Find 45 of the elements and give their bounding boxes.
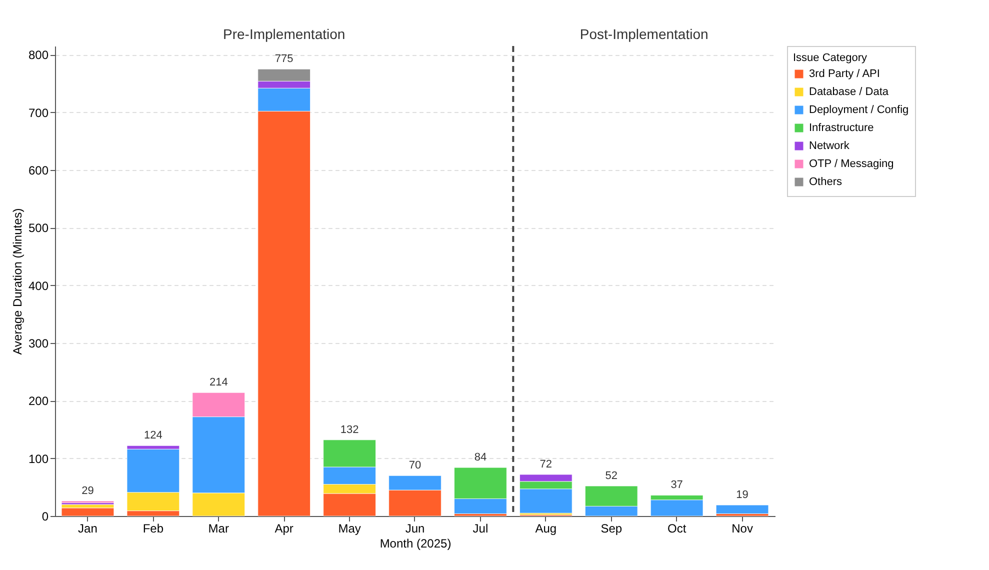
legend-label: Deployment / Config: [809, 104, 909, 116]
x-tick-label: Sep: [600, 522, 622, 536]
total-label: 37: [670, 479, 683, 492]
x-tick-label: May: [338, 522, 361, 536]
x-axis-title: Month (2025): [380, 536, 452, 550]
total-label: 29: [82, 485, 94, 498]
legend-label: OTP / Messaging: [809, 158, 894, 170]
legend-label: Network: [809, 140, 850, 152]
x-tick-label: Nov: [732, 522, 753, 536]
y-tick-label: 400: [28, 278, 49, 293]
total-label: 84: [474, 452, 487, 464]
x-tick-label: Jul: [472, 522, 488, 536]
total-label: 214: [209, 376, 228, 389]
total-label: 19: [736, 489, 748, 502]
y-tick-label: 500: [28, 221, 49, 236]
total-label: 70: [408, 460, 422, 472]
x-tick-label: Apr: [274, 522, 294, 536]
y-tick-label: 600: [28, 163, 49, 178]
x-tick-label: Jun: [405, 522, 425, 536]
total-label: 52: [605, 470, 618, 482]
y-tick-label: 800: [28, 48, 49, 62]
y-axis-title: Average Duration (Minutes): [10, 208, 24, 355]
legend-label: Others: [809, 176, 843, 188]
legend-label: 3rd Party / API: [809, 68, 880, 80]
y-tick-label: 300: [28, 336, 49, 350]
x-tick-label: Oct: [667, 522, 687, 536]
y-tick-label: 700: [28, 106, 49, 120]
legend-label: Infrastructure: [809, 122, 874, 134]
total-label: 132: [340, 424, 359, 436]
x-tick-label: Feb: [142, 522, 164, 536]
text: Post-Implementation: [580, 26, 708, 42]
total-label: 775: [274, 53, 294, 66]
y-tick-label: 0: [42, 510, 49, 524]
bar: [61, 508, 114, 516]
text: Pre-Implementation: [223, 26, 346, 42]
total-label: 124: [144, 430, 162, 442]
x-tick-label: Jan: [78, 522, 98, 536]
y-tick-label: 100: [28, 452, 49, 466]
y-tick-label: 200: [28, 394, 49, 408]
legend-title: Issue Category: [793, 52, 868, 64]
bar: [716, 504, 769, 514]
legend-label: Database / Data: [809, 86, 890, 98]
x-tick-label: Aug: [535, 522, 557, 536]
total-label: 72: [540, 458, 552, 470]
x-tick-label: Mar: [208, 522, 229, 536]
